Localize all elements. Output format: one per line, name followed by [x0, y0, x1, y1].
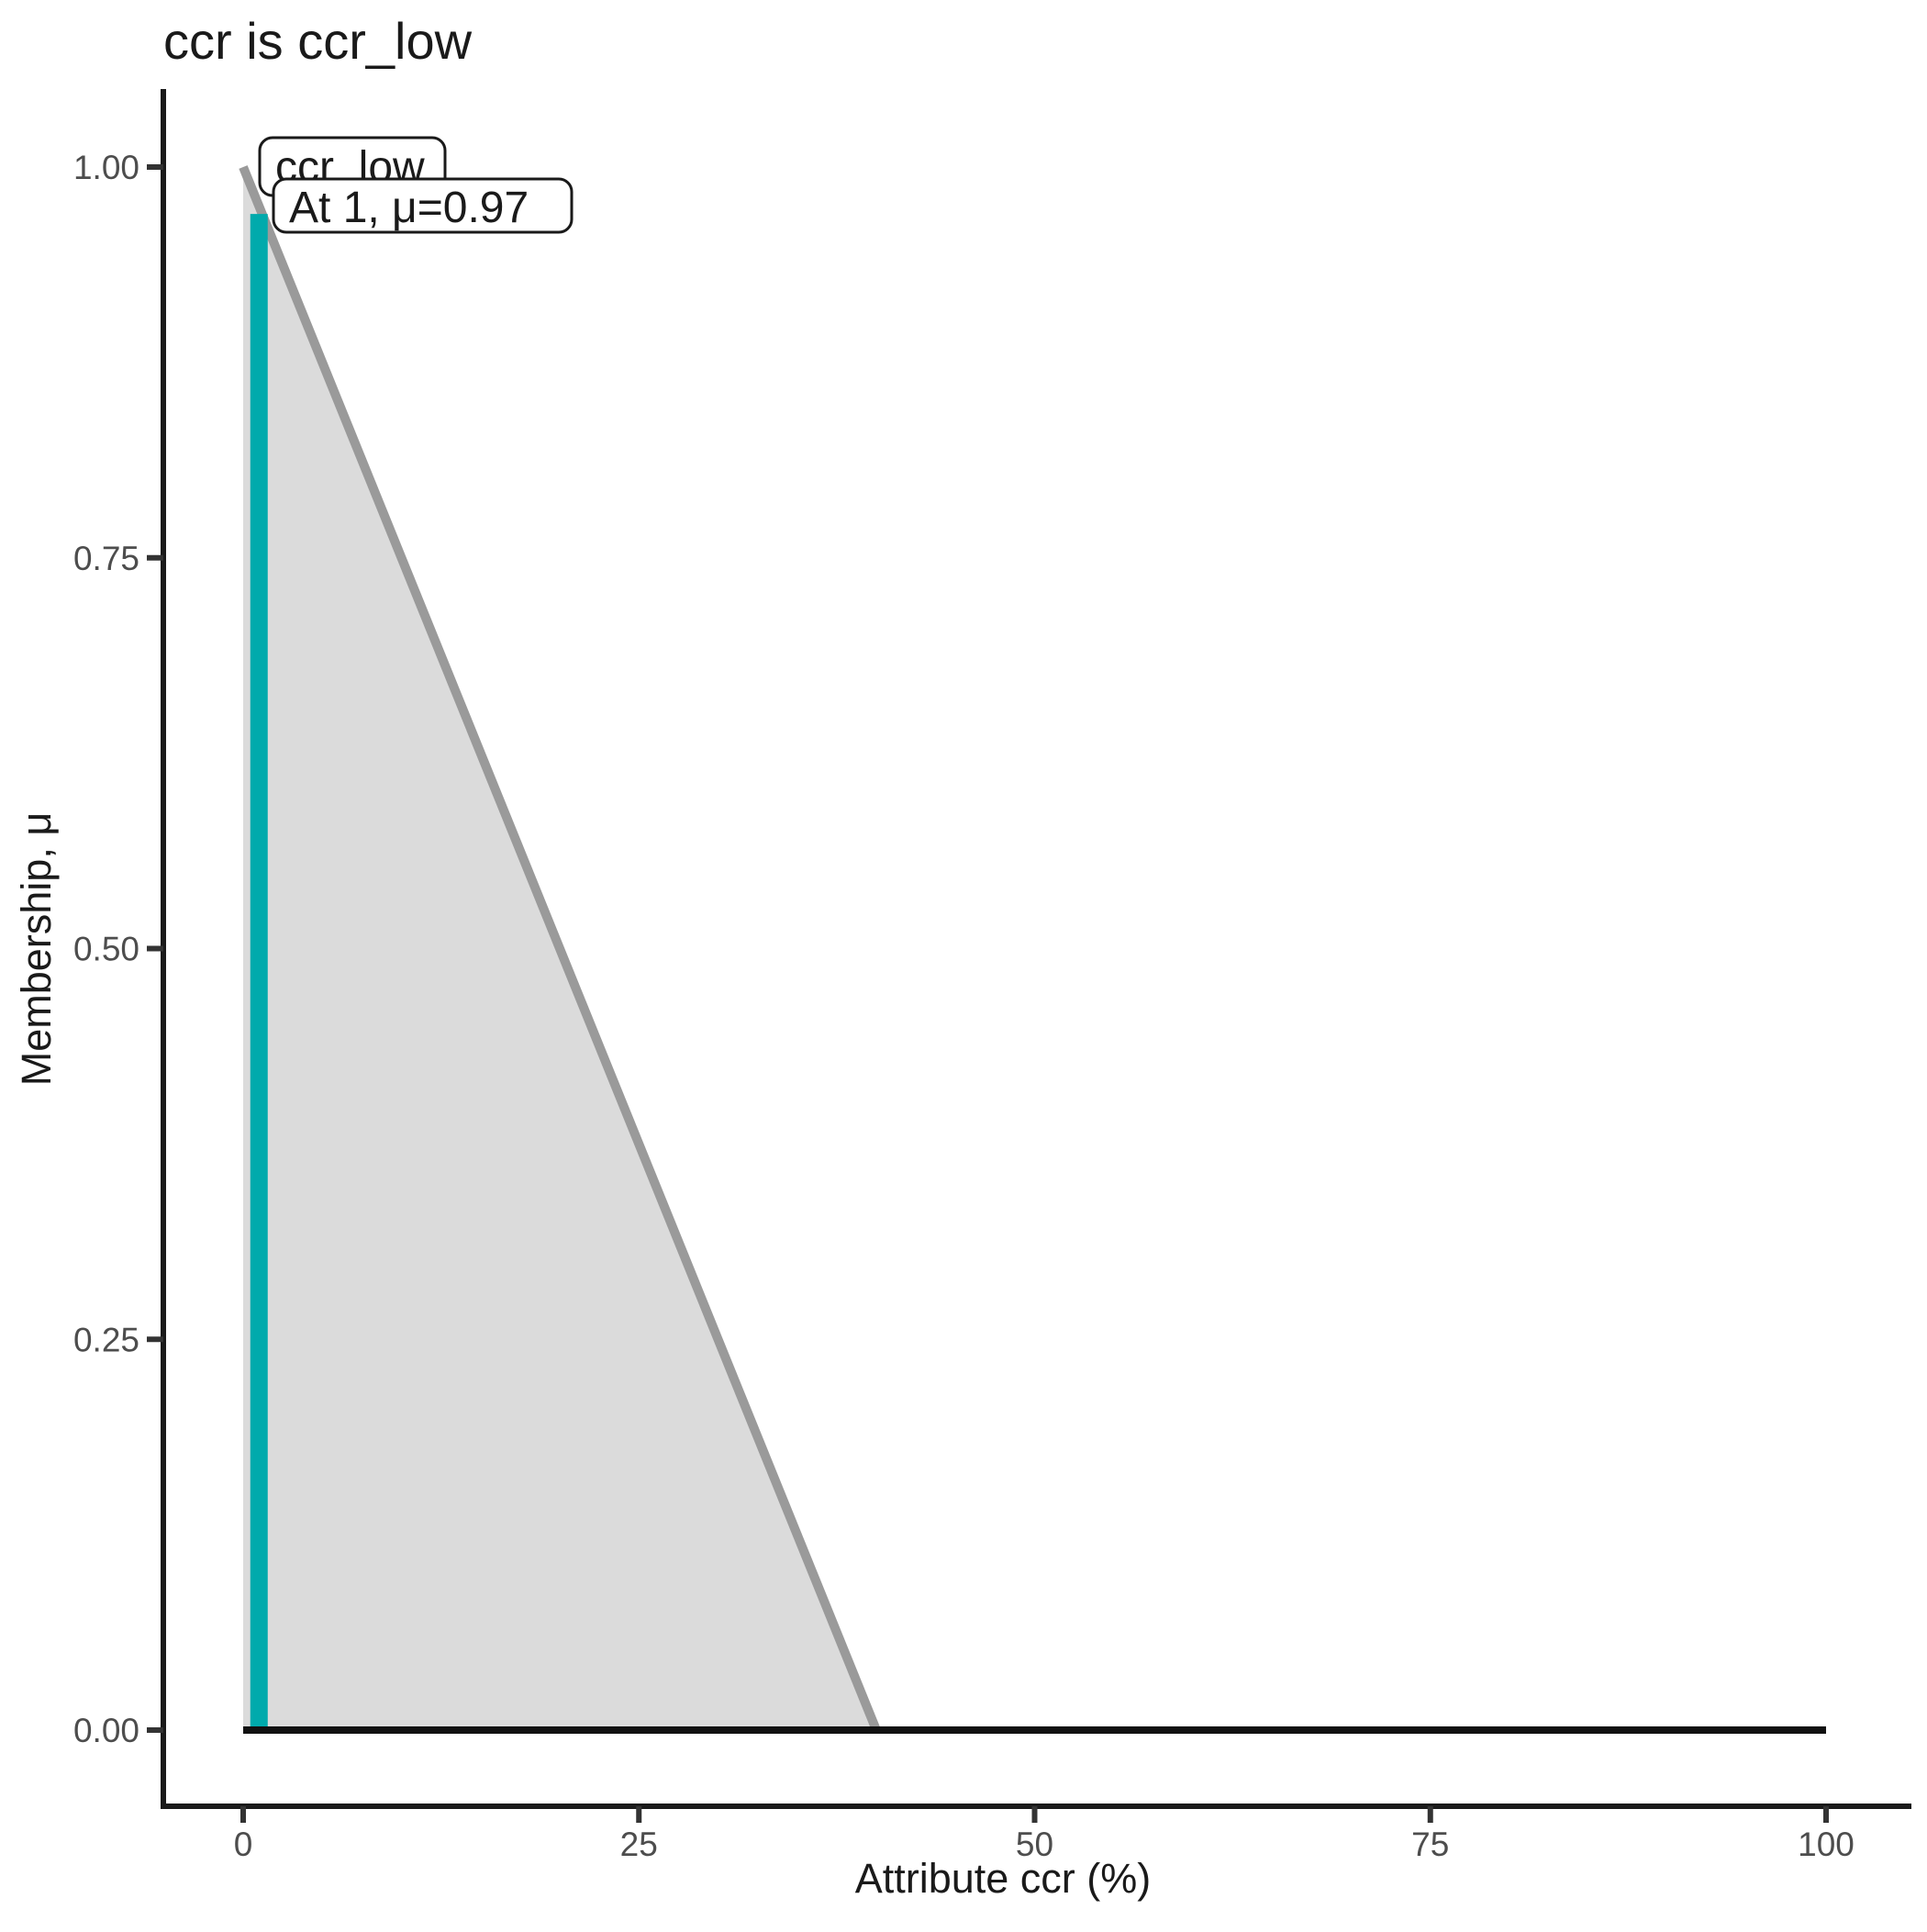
series-layer: [239, 165, 1826, 1734]
x-tick-label: 50: [1016, 1826, 1053, 1863]
ccr_low-membership-boundary: [239, 165, 881, 1732]
annotation-membership-value: At 1, μ=0.97: [272, 177, 574, 234]
y-tick-label: 1.00: [73, 149, 139, 186]
x-axis-ticks: 0 25 50 75 100: [234, 1806, 1855, 1863]
y-tick-label: 0.75: [73, 540, 139, 577]
y-axis-ticks: 0.00 0.25 0.50 0.75 1.00: [73, 149, 163, 1749]
x-tick-label: 100: [1798, 1826, 1855, 1863]
y-axis-title: Membership, μ: [13, 812, 60, 1087]
x-tick-label: 75: [1411, 1826, 1449, 1863]
membership-value-label: At 1, μ=0.97: [289, 184, 529, 232]
membership-value-label-box: [272, 177, 574, 234]
x-axis-title: Attribute ccr (%): [855, 1855, 1152, 1902]
y-tick-label: 0.50: [73, 931, 139, 968]
y-tick-label: 0.00: [73, 1712, 139, 1749]
x-tick-label: 0: [234, 1826, 253, 1863]
y-tick-label: 0.25: [73, 1321, 139, 1358]
x-tick-label: 25: [620, 1826, 658, 1863]
chart-title: ccr is ccr_low: [163, 12, 473, 70]
